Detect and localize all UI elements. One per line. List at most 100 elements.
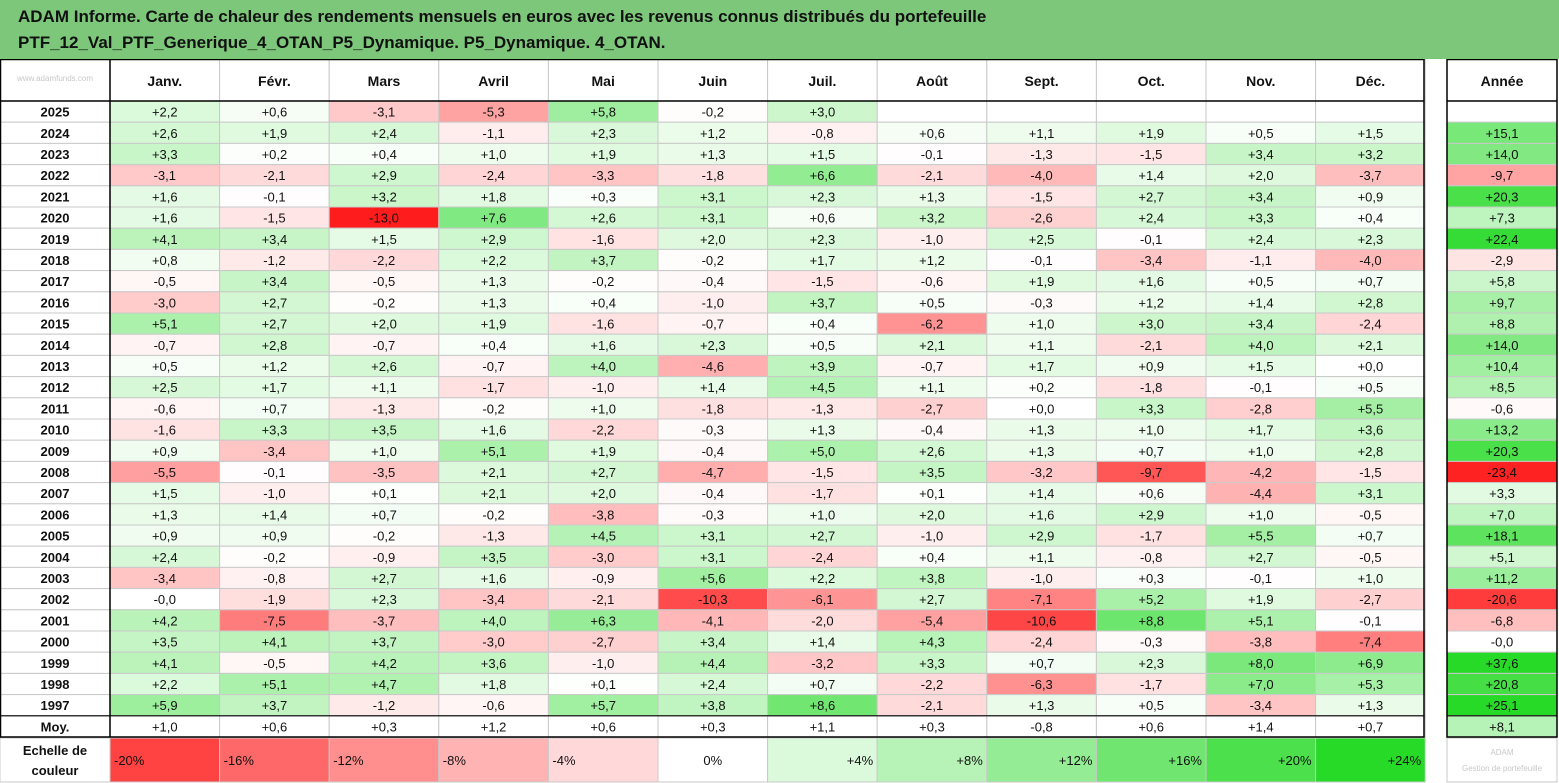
heatmap-value: +3,8 [919, 571, 945, 586]
scale-step-label: +24% [1388, 753, 1422, 768]
heatmap-value: -3,0 [482, 635, 504, 650]
heatmap-value: -1,7 [1140, 677, 1162, 692]
heatmap-value: +3,5 [152, 635, 178, 650]
heatmap-value: +2,3 [590, 126, 616, 141]
heatmap-value: +2,8 [1358, 444, 1384, 459]
heatmap-value: +2,1 [919, 338, 945, 353]
heatmap-value: +1,6 [152, 189, 178, 204]
heatmap-value: -1,7 [1140, 529, 1162, 544]
row-year-label: 2009 [41, 444, 70, 459]
heatmap-value: +3,0 [810, 105, 836, 120]
annual-value: +14,0 [1486, 338, 1519, 353]
heatmap-value: -0,8 [811, 126, 833, 141]
annual-value: +20,3 [1486, 444, 1519, 459]
heatmap-value: +1,5 [1248, 359, 1274, 374]
heatmap-value: +2,0 [590, 486, 616, 501]
report-title-line1: ADAM Informe. Carte de chaleur des rende… [18, 7, 987, 26]
annual-value: +8,8 [1489, 317, 1515, 332]
heatmap-value: -2,2 [373, 253, 395, 268]
heatmap-value: +1,9 [590, 147, 616, 162]
heatmap-value: +0,9 [262, 529, 288, 544]
heatmap-value: +1,0 [810, 507, 836, 522]
heatmap-value: +1,1 [371, 380, 397, 395]
heatmap-value: -3,0 [154, 295, 176, 310]
heatmap-value: +3,5 [371, 423, 397, 438]
heatmap-value: -1,0 [263, 486, 285, 501]
annual-value: +37,6 [1486, 656, 1519, 671]
heatmap-value: +5,1 [262, 677, 288, 692]
heatmap-value: +0,6 [810, 211, 836, 226]
scale-label-line2: couleur [32, 763, 79, 778]
scale-step-label: -12% [333, 753, 364, 768]
scale-swatch [438, 737, 549, 783]
heatmap-value: -1,8 [702, 168, 724, 183]
annual-value: +8,5 [1489, 380, 1515, 395]
heatmap-value: +0,5 [1248, 126, 1274, 141]
heatmap-value: +0,1 [590, 677, 616, 692]
heatmap-value: -1,6 [592, 232, 614, 247]
heatmap-value: +1,4 [810, 635, 836, 650]
row-year-label: 2023 [41, 147, 70, 162]
bottom-watermark-line1: ADAM [1490, 748, 1513, 757]
row-year-label: 2025 [41, 105, 70, 120]
heatmap-value: +6,9 [1358, 656, 1384, 671]
annual-value: -0,6 [1491, 401, 1513, 416]
heatmap-value: -3,7 [373, 613, 395, 628]
heatmap-value: +1,4 [1029, 486, 1055, 501]
heatmap-value: -3,2 [1030, 465, 1052, 480]
heatmap-value: +4,5 [810, 380, 836, 395]
heatmap-value: +2,7 [1138, 189, 1164, 204]
heatmap-value: +1,2 [700, 126, 726, 141]
heatmap-value: -1,2 [373, 698, 395, 713]
heatmap-value: -0,5 [154, 274, 176, 289]
heatmap-value: -1,0 [592, 656, 614, 671]
heatmap-value: +2,4 [1138, 211, 1164, 226]
heatmap-value: -0,4 [702, 444, 724, 459]
row-year-label: 2005 [41, 529, 70, 544]
heatmap-value: +2,7 [262, 317, 288, 332]
heatmap-value: -0,2 [702, 253, 724, 268]
annual-value: +25,1 [1486, 698, 1519, 713]
heatmap-value: -3,4 [1250, 698, 1272, 713]
heatmap-value: +2,4 [371, 126, 397, 141]
heatmap-value: +1,6 [481, 423, 507, 438]
heatmap-value: +0,6 [262, 105, 288, 120]
heatmap-value: +0,7 [1138, 444, 1164, 459]
heatmap-value: -3,8 [592, 507, 614, 522]
heatmap-value: +4,3 [919, 635, 945, 650]
heatmap-value: -2,7 [1359, 592, 1381, 607]
heatmap-value: +0,7 [371, 507, 397, 522]
month-header: Nov. [1246, 73, 1275, 89]
heatmap-value: +2,2 [152, 677, 178, 692]
heatmap-value: -6,1 [811, 592, 833, 607]
heatmap-value: +1,3 [152, 507, 178, 522]
heatmap-value: +2,9 [371, 168, 397, 183]
heatmap-value: +4,1 [262, 635, 288, 650]
month-header: Avril [478, 73, 509, 89]
annual-value: +11,2 [1486, 571, 1518, 586]
heatmap-value: +1,9 [262, 126, 288, 141]
heatmap-value: +3,1 [1358, 486, 1384, 501]
heatmap-value: -0,3 [702, 423, 724, 438]
heatmap-value: -0,1 [263, 189, 285, 204]
month-header: Janv. [147, 73, 182, 89]
heatmap-value: +8,6 [810, 698, 836, 713]
month-header: Sept. [1024, 73, 1058, 89]
heatmap-value: -2,1 [263, 168, 285, 183]
scale-step-label: 0% [703, 753, 722, 768]
heatmap-value: -3,7 [1359, 168, 1381, 183]
heatmap-value: -0,2 [263, 550, 285, 565]
annual-value: +20,8 [1486, 677, 1519, 692]
heatmap-cell [986, 100, 1097, 123]
average-value: +0,3 [371, 719, 397, 734]
heatmap-value: -3,4 [482, 592, 504, 607]
heatmap-value: -2,2 [592, 423, 614, 438]
month-header: Déc. [1356, 73, 1386, 89]
heatmap-value: -2,8 [1250, 401, 1272, 416]
heatmap-value: +2,4 [700, 677, 726, 692]
row-year-label: 2001 [41, 613, 70, 628]
heatmap-value: +2,0 [371, 317, 397, 332]
annual-value: +7,0 [1489, 507, 1515, 522]
annual-value: +18,1 [1486, 529, 1519, 544]
heatmap-value: +5,1 [1248, 613, 1274, 628]
